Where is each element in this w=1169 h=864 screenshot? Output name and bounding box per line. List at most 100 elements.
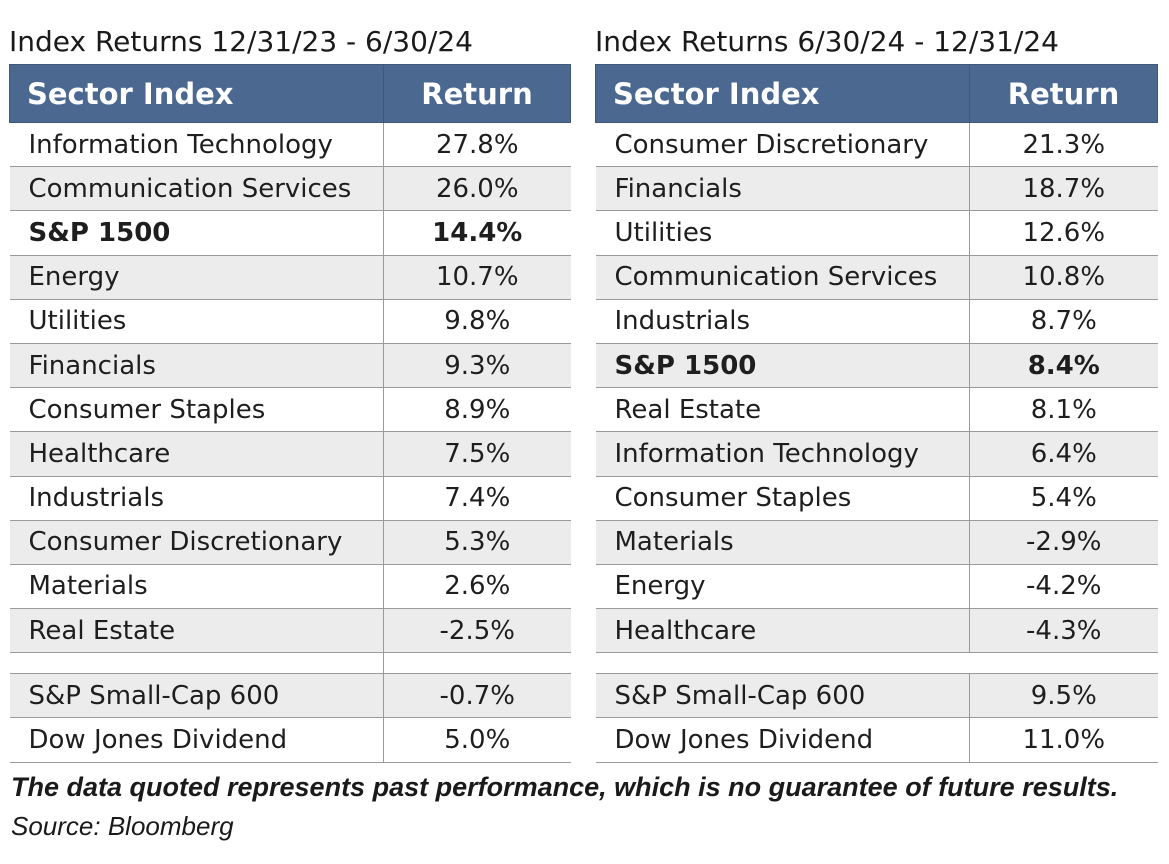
return-value-cell: 10.8%: [969, 254, 1158, 300]
sector-name-cell: Consumer Discretionary: [9, 519, 384, 565]
benchmark-row: S&P Small-Cap 600 -0.7%: [9, 673, 571, 719]
sector-name-cell: Information Technology: [9, 121, 384, 168]
table-header-row: Sector Index Return: [595, 64, 1158, 123]
return-value-cell: 7.4%: [383, 475, 571, 521]
return-value-cell: -4.2%: [969, 563, 1158, 610]
benchmark-name-cell: S&P Small-Cap 600: [595, 673, 970, 719]
sector-name-cell: Consumer Discretionary: [595, 121, 970, 168]
table-row: Healthcare 7.5%: [9, 431, 571, 477]
table-row: Consumer Discretionary 5.3%: [9, 519, 571, 565]
table-row: Information Technology 27.8%: [9, 121, 571, 168]
table-row: Real Estate 8.1%: [595, 387, 1158, 433]
benchmark-row: S&P Small-Cap 600 9.5%: [595, 673, 1158, 719]
return-value-cell: 12.6%: [969, 210, 1158, 256]
sector-name-cell: Financials: [9, 342, 384, 389]
right-returns-table: Sector Index Return Consumer Discretiona…: [595, 64, 1158, 763]
return-value-cell: -4.3%: [969, 608, 1158, 654]
benchmark-name-cell: S&P Small-Cap 600: [9, 673, 384, 719]
sector-name-cell: Energy: [9, 254, 384, 300]
table-row: Industrials 7.4%: [9, 475, 571, 521]
return-value-cell: 8.4%: [969, 342, 1158, 389]
table-row: Healthcare -4.3%: [595, 608, 1158, 654]
table-row: Materials 2.6%: [9, 563, 571, 610]
table-header-row: Sector Index Return: [9, 64, 571, 123]
return-value-cell: 9.8%: [383, 298, 571, 344]
table-row: Materials -2.9%: [595, 519, 1158, 565]
benchmark-return-cell: 9.5%: [969, 673, 1158, 719]
table-row: Communication Services 26.0%: [9, 166, 571, 212]
table-row: Financials 18.7%: [595, 166, 1158, 212]
return-value-cell: 8.7%: [969, 298, 1158, 344]
sector-name-cell: S&P 1500: [9, 210, 384, 256]
left-panel: Index Returns 12/31/23 - 6/30/24 Sector …: [9, 20, 571, 763]
column-header-sector-index: Sector Index: [9, 64, 384, 123]
table-row: Financials 9.3%: [9, 342, 571, 389]
sector-name-cell: Materials: [9, 563, 384, 610]
spacer-cell: [969, 652, 1158, 675]
right-table-title: Index Returns 6/30/24 - 12/31/24: [595, 25, 1059, 58]
sector-name-cell: Real Estate: [9, 608, 384, 654]
right-panel: Index Returns 6/30/24 - 12/31/24 Sector …: [595, 20, 1158, 763]
table-row: Energy -4.2%: [595, 563, 1158, 610]
table-row: Utilities 12.6%: [595, 210, 1158, 256]
return-value-cell: 6.4%: [969, 431, 1158, 477]
sector-name-cell: Financials: [595, 166, 970, 212]
return-value-cell: 9.3%: [383, 342, 571, 389]
return-value-cell: 10.7%: [383, 254, 571, 300]
sector-name-cell: Real Estate: [595, 387, 970, 433]
performance-disclaimer: The data quoted represents past performa…: [11, 772, 1119, 802]
sector-name-cell: Industrials: [595, 298, 970, 344]
table-row: Industrials 8.7%: [595, 298, 1158, 344]
left-table-body: Information Technology 27.8% Communication…: [9, 121, 571, 763]
sector-name-cell: Communication Services: [9, 166, 384, 212]
benchmark-return-cell: 5.0%: [383, 717, 571, 763]
return-value-cell: 26.0%: [383, 166, 571, 212]
table-row: Consumer Staples 8.9%: [9, 387, 571, 433]
sector-name-cell: Utilities: [595, 210, 970, 256]
return-value-cell: 8.1%: [969, 387, 1158, 433]
sector-name-cell: S&P 1500: [595, 342, 970, 389]
return-value-cell: 2.6%: [383, 563, 571, 610]
column-header-return: Return: [383, 64, 571, 123]
spacer-cell: [383, 652, 571, 675]
table-row: Utilities 9.8%: [9, 298, 571, 344]
benchmark-return-cell: -0.7%: [383, 673, 571, 719]
return-value-cell: 14.4%: [383, 210, 571, 256]
table-row: Communication Services 10.8%: [595, 254, 1158, 300]
return-value-cell: 18.7%: [969, 166, 1158, 212]
benchmark-row: Dow Jones Dividend 11.0%: [595, 717, 1158, 763]
left-table-title: Index Returns 12/31/23 - 6/30/24: [9, 25, 473, 58]
sector-name-cell: Information Technology: [595, 431, 970, 477]
table-row: Consumer Discretionary 21.3%: [595, 121, 1158, 168]
sector-name-cell: Materials: [595, 519, 970, 565]
table-row: S&P 1500 8.4%: [595, 342, 1158, 389]
table-row: Information Technology 6.4%: [595, 431, 1158, 477]
column-header-return: Return: [969, 64, 1158, 123]
table-row: Real Estate -2.5%: [9, 608, 571, 654]
benchmark-return-cell: 11.0%: [969, 717, 1158, 763]
left-returns-table: Sector Index Return Information Technolo…: [9, 64, 571, 763]
table-row: Energy 10.7%: [9, 254, 571, 300]
sector-name-cell: Consumer Staples: [9, 387, 384, 433]
sector-name-cell: Communication Services: [595, 254, 970, 300]
spacer-cell: [9, 652, 384, 675]
table-row: S&P 1500 14.4%: [9, 210, 571, 256]
sector-name-cell: Consumer Staples: [595, 475, 970, 521]
return-value-cell: 21.3%: [969, 121, 1158, 168]
sector-name-cell: Healthcare: [9, 431, 384, 477]
spacer-cell: [595, 652, 970, 675]
sector-name-cell: Healthcare: [595, 608, 970, 654]
return-value-cell: 7.5%: [383, 431, 571, 477]
return-value-cell: 27.8%: [383, 121, 571, 168]
spacer-row: [9, 652, 571, 675]
return-value-cell: 8.9%: [383, 387, 571, 433]
return-value-cell: -2.5%: [383, 608, 571, 654]
benchmark-name-cell: Dow Jones Dividend: [9, 717, 384, 763]
benchmark-row: Dow Jones Dividend 5.0%: [9, 717, 571, 763]
spacer-row: [595, 652, 1158, 675]
benchmark-name-cell: Dow Jones Dividend: [595, 717, 970, 763]
sector-name-cell: Utilities: [9, 298, 384, 344]
return-value-cell: 5.3%: [383, 519, 571, 565]
return-value-cell: 5.4%: [969, 475, 1158, 521]
table-row: Consumer Staples 5.4%: [595, 475, 1158, 521]
